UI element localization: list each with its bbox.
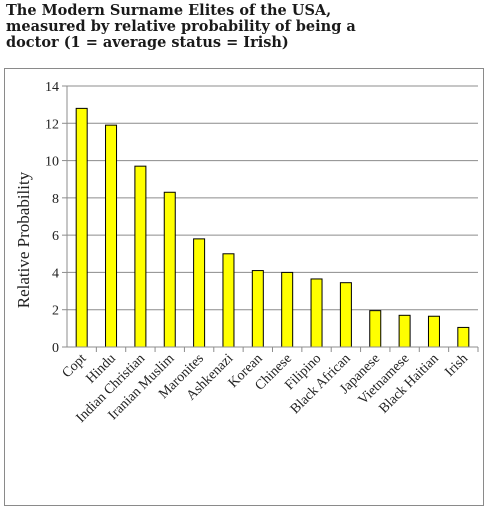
y-tick-label: 10 bbox=[45, 155, 59, 170]
y-tick-label: 12 bbox=[45, 117, 59, 132]
bar bbox=[457, 326, 470, 348]
bar bbox=[193, 238, 206, 348]
y-tick-label: 4 bbox=[52, 266, 59, 281]
bar bbox=[310, 278, 323, 348]
bar bbox=[134, 165, 147, 348]
y-tick-label: 6 bbox=[52, 229, 59, 244]
bar bbox=[369, 310, 382, 348]
y-tick-label: 2 bbox=[52, 304, 59, 319]
chart-title-line-1: The Modern Surname Elites of the USA, bbox=[6, 2, 332, 19]
chart-title-line-2: measured by relative probability of bein… bbox=[6, 18, 356, 35]
axes bbox=[66, 86, 478, 348]
bar bbox=[427, 315, 440, 348]
bar bbox=[222, 253, 235, 348]
bar bbox=[105, 124, 118, 348]
gridlines bbox=[67, 85, 478, 348]
chart-title-line-3: doctor (1 = average status = Irish) bbox=[6, 34, 289, 51]
bar bbox=[163, 191, 176, 348]
bar bbox=[281, 271, 294, 348]
y-axis-label: Relative Probability bbox=[14, 171, 33, 308]
bar bbox=[339, 282, 352, 348]
x-category-label: Irish bbox=[442, 351, 471, 380]
y-axis-ticks: 0 2 4 6 8 10 12 14 bbox=[45, 80, 67, 356]
bars bbox=[75, 107, 470, 348]
y-tick-label: 0 bbox=[52, 341, 59, 356]
chart-frame bbox=[4, 68, 484, 506]
y-tick-label: 14 bbox=[45, 80, 59, 95]
bar bbox=[75, 107, 88, 348]
y-tick-label: 8 bbox=[52, 192, 59, 207]
bar bbox=[251, 270, 264, 348]
bar bbox=[398, 314, 411, 348]
chart-title: The Modern Surname Elites of the USA, me… bbox=[6, 3, 476, 51]
